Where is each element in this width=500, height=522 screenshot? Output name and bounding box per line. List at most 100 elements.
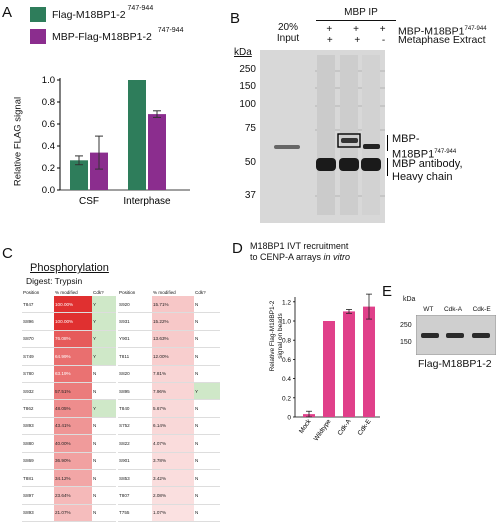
percent-cell: 40.00% [54, 434, 92, 453]
percent-cell: 76.08% [54, 330, 92, 349]
position-cell: S931 [118, 312, 152, 331]
table-row: S897 23.64% N [22, 486, 116, 505]
cdk-cell: Y [92, 312, 116, 331]
x-tick-label: Interphase [123, 196, 171, 207]
mark: + [354, 35, 361, 46]
y-tick-label: 0.8 [42, 97, 55, 108]
mark: + [326, 24, 333, 35]
x-tick-label: Cdk-E [357, 418, 373, 437]
legend-label: MBP-Flag-M18BP1-2 [52, 30, 152, 43]
panel-d-chart: 0 0.2 0.4 0.6 0.8 1.0 1.2 Mock Wildtype Cdk-A Cdk-… [282, 293, 380, 442]
table-row: S780 63.19% N [22, 365, 116, 383]
input-band [274, 145, 300, 149]
cdk-cell: N [92, 486, 116, 505]
panel-c-letter: C [2, 245, 13, 262]
percent-cell: 23.64% [54, 486, 92, 505]
marks-row: + + - [316, 35, 396, 46]
y-tick-label: 0.2 [282, 395, 291, 402]
mark: - [381, 35, 386, 46]
m18bp1-band [363, 144, 380, 149]
cdk-cell: N [194, 312, 220, 331]
table-header: Position [119, 289, 136, 295]
table-row: S931 15.22% N [118, 312, 220, 331]
row-label-text: Metaphase Extract [398, 34, 486, 46]
table-row: T881 34.12% N [22, 469, 116, 488]
percent-cell: 100.00% [54, 296, 92, 314]
y-tick-label: 0.4 [282, 376, 291, 383]
percent-cell: 13.63% [152, 330, 194, 349]
cdk-cell: Y [92, 330, 116, 349]
table-header-row: Position % modified Cdk? [118, 288, 220, 296]
position-cell: S901 [118, 452, 152, 470]
panel-b-input-label: 20% Input [276, 22, 300, 44]
cdk-cell: N [194, 469, 220, 488]
bar [148, 114, 166, 190]
cdk-cell: N [92, 365, 116, 383]
cdk-cell: N [92, 434, 116, 453]
panel-b-annot-heavy: MBP antibody, Heavy chain [392, 158, 463, 183]
position-cell: S920 [118, 296, 152, 314]
percent-cell: 57.51% [54, 382, 92, 401]
position-cell: S853 [118, 469, 152, 488]
position-cell: S869 [22, 452, 54, 470]
panel-d-title-line1: M18BP1 IVT recruitment [250, 241, 349, 251]
panel-e-lanes: WT Cdk-A Cdk-E [418, 306, 496, 313]
panel-d-title-line2-text: to CENP-A arrays [250, 252, 324, 262]
position-cell: T840 [118, 399, 152, 418]
position-cell: S870 [22, 330, 54, 349]
y-tick-label: 1.0 [42, 75, 55, 86]
table-row: S869 36.90% N [22, 452, 116, 470]
percent-cell: 64.99% [54, 347, 92, 366]
table-header: Position [23, 289, 40, 295]
panel-b-annot-band: MBP- M18BP1747-944 [392, 120, 456, 162]
panel-b-letter: B [230, 10, 241, 27]
legend-sup: 747-944 [127, 5, 154, 12]
table-row: S749 64.99% Y [22, 347, 116, 366]
highlight-box [337, 133, 361, 148]
position-cell: S822 [118, 434, 152, 453]
table-row: S820 7.81% N [118, 365, 220, 383]
panel-e-kda: kDa [403, 296, 416, 303]
position-cell: T862 [22, 399, 54, 418]
heavy-chain-band [316, 158, 336, 171]
panel-b-kda: kDa [234, 47, 252, 58]
panel-b-marks: + + + + + - [316, 24, 396, 46]
cdk-cell: Y [194, 382, 220, 401]
y-tick-label: 0.2 [42, 163, 55, 174]
marker-label: 37 [244, 190, 256, 201]
position-cell: S897 [22, 486, 54, 505]
heavy-chain-band [339, 158, 359, 171]
panel-d-title-italic: in vitro [323, 252, 351, 262]
cdk-cell: N [194, 365, 220, 383]
position-cell: S932 [22, 382, 54, 401]
table-header: Cdk? [93, 289, 104, 295]
percent-cell: 3.42% [152, 469, 194, 488]
percent-cell: 12.00% [152, 347, 194, 366]
panel-b-gel [260, 50, 385, 223]
x-tick-label: CSF [79, 196, 99, 207]
position-cell: T807 [118, 486, 152, 505]
cdk-cell: N [194, 486, 220, 505]
cdk-cell: N [194, 417, 220, 436]
legend-item: MBP-Flag-M18BP1-2 747-944 [30, 27, 240, 46]
position-cell: S880 [22, 434, 54, 453]
y-tick-label: 0 [287, 415, 291, 422]
percent-cell: 21.07% [54, 504, 92, 522]
legend-swatch [30, 7, 46, 22]
panel-e-caption: Flag-M18BP1-2 [418, 358, 492, 370]
percent-cell: 3.78% [152, 452, 194, 470]
panel-a-chart: 0.0 0.2 0.4 0.6 0.8 1.0 CSF Interphase [42, 75, 190, 207]
heavy-chain-band [361, 158, 381, 171]
row-label: Metaphase Extract [398, 35, 487, 46]
percent-cell: 6.14% [152, 417, 194, 436]
table-row: T847 100.00% Y [22, 296, 116, 314]
lane-label: Cdk-A [443, 306, 463, 313]
position-cell: S893 [22, 417, 54, 436]
cdk-cell: Y [92, 347, 116, 366]
annot-band-text: MBP- M18BP1 [392, 133, 435, 161]
y-tick-label: 0.6 [42, 119, 55, 130]
percent-cell: 7.81% [152, 365, 194, 383]
row-label-sup: 747-944 [464, 26, 487, 32]
mark: + [379, 24, 386, 35]
y-tick-label: 1.0 [282, 319, 291, 326]
